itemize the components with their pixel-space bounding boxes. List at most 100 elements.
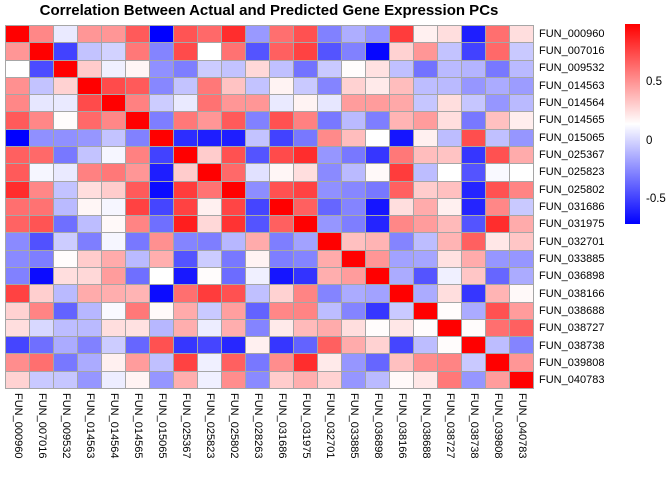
heatmap-cell [390, 250, 413, 267]
heatmap-cell [126, 95, 149, 112]
colorbar-tick-label: -0.5 [646, 193, 666, 206]
heatmap-cell [102, 285, 125, 302]
heatmap-cell [6, 302, 29, 319]
heatmap-cell [126, 371, 149, 388]
heatmap-cell [174, 233, 197, 250]
heatmap-cell [390, 302, 413, 319]
heatmap-cell [342, 129, 365, 146]
heatmap-cell [102, 319, 125, 337]
row-labels: FUN_000960 FUN_007016 FUN_009532 FUN_014563… [539, 25, 604, 389]
heatmap-cell [462, 216, 485, 233]
heatmap-cell [318, 26, 341, 43]
heatmap-cell [150, 268, 173, 285]
heatmap-cell [198, 302, 221, 319]
heatmap-cell [438, 198, 461, 216]
heatmap-cell [126, 337, 149, 354]
heatmap-cell [414, 43, 437, 60]
heatmap-cell [198, 268, 221, 285]
heatmap-cell [198, 147, 221, 164]
chart-title: Correlation Between Actual and Predicted… [39, 2, 499, 19]
heatmap-cell [78, 302, 101, 319]
heatmap-cell [6, 181, 29, 198]
heatmap-cell [126, 77, 149, 95]
colorbar-tick-label: 0 [646, 134, 653, 147]
heatmap-cell [438, 337, 461, 354]
heatmap-cell [486, 181, 509, 198]
heatmap-cell [318, 112, 341, 129]
heatmap-cell [6, 233, 29, 250]
heatmap-cell [510, 337, 533, 354]
heatmap-cell [390, 77, 413, 95]
heatmap-cell [126, 26, 149, 43]
heatmap-cell [438, 95, 461, 112]
heatmap-cell [318, 337, 341, 354]
heatmap-cell [366, 216, 389, 233]
row-label: FUN_025802 [539, 183, 605, 196]
heatmap-cell [222, 198, 245, 216]
heatmap-cell [6, 26, 29, 43]
heatmap-cell [246, 26, 269, 43]
heatmap-cell [222, 302, 245, 319]
heatmap-cell [174, 181, 197, 198]
heatmap-cell [462, 60, 485, 77]
heatmap-cell [462, 112, 485, 129]
heatmap-cell [270, 112, 293, 129]
heatmap-cell [342, 337, 365, 354]
heatmap-cell [246, 268, 269, 285]
row-label: FUN_031975 [539, 218, 605, 231]
heatmap-cell [366, 112, 389, 129]
heatmap-cell [318, 147, 341, 164]
heatmap-cell [222, 26, 245, 43]
row-label: FUN_009532 [539, 62, 605, 75]
heatmap-cell [150, 181, 173, 198]
heatmap-cell [462, 181, 485, 198]
heatmap-cell [6, 354, 29, 371]
heatmap-cell [102, 77, 125, 95]
heatmap-cell [174, 77, 197, 95]
heatmap-cell [438, 112, 461, 129]
heatmap-cell [318, 60, 341, 77]
column-label: FUN_009532 [59, 393, 72, 459]
column-label: FUN_025367 [179, 393, 192, 459]
heatmap-cell [78, 233, 101, 250]
heatmap-cell [270, 198, 293, 216]
heatmap-cell [126, 112, 149, 129]
heatmap-cell [270, 43, 293, 60]
heatmap-cell [150, 371, 173, 388]
heatmap-cell [30, 164, 53, 181]
heatmap-cell [222, 337, 245, 354]
column-label: FUN_036898 [371, 393, 384, 459]
column-label: FUN_031975 [299, 393, 312, 459]
heatmap-cell [294, 43, 317, 60]
heatmap-cell [198, 181, 221, 198]
heatmap-cell [462, 233, 485, 250]
heatmap-cell [462, 26, 485, 43]
heatmap-cell [486, 26, 509, 43]
heatmap-cell [30, 112, 53, 129]
heatmap-cell [438, 319, 461, 337]
heatmap-cell [246, 95, 269, 112]
heatmap-cell [510, 147, 533, 164]
heatmap-cell [510, 60, 533, 77]
heatmap-cell [198, 43, 221, 60]
heatmap-cell [174, 268, 197, 285]
heatmap-cell [30, 285, 53, 302]
heatmap-cell [318, 250, 341, 267]
heatmap-cell [126, 216, 149, 233]
heatmap-cell [246, 302, 269, 319]
heatmap-cell [270, 26, 293, 43]
heatmap-cell [198, 164, 221, 181]
heatmap-cell [54, 233, 77, 250]
heatmap-cell [78, 268, 101, 285]
heatmap-cell [198, 250, 221, 267]
heatmap-cell [174, 129, 197, 146]
heatmap-cell [462, 164, 485, 181]
heatmap-cell [318, 164, 341, 181]
heatmap-cell [198, 233, 221, 250]
heatmap-cell [174, 147, 197, 164]
heatmap-cell [294, 198, 317, 216]
heatmap-cell [6, 77, 29, 95]
column-label: FUN_038166 [395, 393, 408, 459]
heatmap-cell [390, 60, 413, 77]
heatmap-cell [198, 285, 221, 302]
